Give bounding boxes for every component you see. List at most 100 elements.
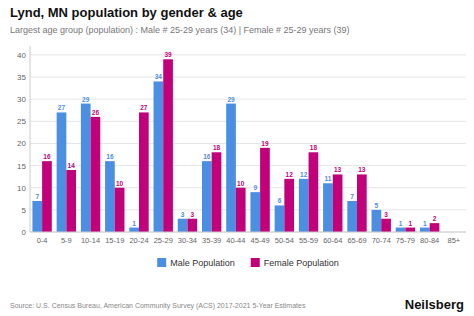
- bar: [260, 148, 270, 232]
- data-label: 14: [68, 162, 76, 169]
- x-tick-label: 55-59: [299, 236, 318, 245]
- data-label: 39: [164, 51, 172, 58]
- bar: [420, 228, 430, 232]
- legend: Male Population Female Population: [157, 258, 339, 268]
- bar: [396, 228, 406, 232]
- data-label: 6: [278, 197, 282, 204]
- data-label: 2: [433, 215, 437, 222]
- x-tick-label: 85+: [448, 236, 461, 245]
- bar: [357, 174, 367, 232]
- bar: [405, 228, 415, 232]
- bar: [32, 201, 42, 232]
- data-label: 27: [58, 104, 66, 111]
- x-tick-label: 50-54: [275, 236, 294, 245]
- bar: [372, 210, 382, 232]
- bar: [42, 161, 52, 232]
- data-label: 9: [253, 184, 257, 191]
- data-label: 5: [375, 202, 379, 209]
- bar: [105, 161, 115, 232]
- data-label: 13: [334, 166, 342, 173]
- bar: [81, 104, 91, 232]
- bar: [226, 104, 236, 232]
- grid-line: [30, 99, 466, 100]
- data-label: 12: [300, 171, 308, 178]
- bar: [91, 117, 101, 232]
- legend-label: Female Population: [264, 258, 339, 268]
- bar: [309, 152, 319, 232]
- bar: [163, 59, 173, 232]
- bar: [212, 152, 222, 232]
- data-label: 34: [155, 73, 163, 80]
- x-tick-label: 65-69: [347, 236, 366, 245]
- bar: [430, 223, 440, 232]
- bar: [275, 205, 285, 232]
- y-tick-label: 0: [22, 228, 27, 237]
- y-axis-line: [30, 46, 31, 232]
- data-label: 10: [116, 180, 124, 187]
- x-tick-label: 60-64: [323, 236, 342, 245]
- data-labels: 7272916134316299612117511161426102739318…: [35, 51, 436, 226]
- y-tick-label: 20: [17, 139, 26, 148]
- bar: [139, 112, 149, 232]
- data-label: 19: [261, 140, 269, 147]
- bar: [154, 81, 164, 232]
- data-label: 16: [106, 153, 114, 160]
- bar: [178, 219, 188, 232]
- data-label: 1: [423, 220, 427, 227]
- data-label: 7: [35, 193, 39, 200]
- bar: [236, 188, 246, 232]
- legend-swatch: [157, 258, 166, 267]
- x-tick-label: 70-74: [372, 236, 391, 245]
- data-label: 3: [181, 211, 185, 218]
- bar: [57, 112, 67, 232]
- data-label: 1: [132, 220, 136, 227]
- data-label: 29: [227, 96, 235, 103]
- brand: Neilsberg: [405, 297, 464, 312]
- grid-line: [30, 77, 466, 78]
- y-tick-label: 25: [17, 117, 26, 126]
- x-tick-label: 5-9: [61, 236, 72, 245]
- legend-label: Male Population: [170, 258, 235, 268]
- data-label: 7: [350, 193, 354, 200]
- legend-swatch: [251, 258, 260, 267]
- x-tick-label: 35-39: [202, 236, 221, 245]
- data-label: 3: [190, 211, 194, 218]
- bars: [32, 59, 439, 232]
- data-label: 18: [310, 144, 318, 151]
- bar: [187, 219, 197, 232]
- data-label: 29: [82, 96, 90, 103]
- bar: [66, 170, 76, 232]
- data-label: 27: [140, 104, 148, 111]
- bar: [115, 188, 125, 232]
- bar: [333, 174, 343, 232]
- bar: [299, 179, 309, 232]
- data-label: 16: [43, 153, 51, 160]
- data-label: 16: [203, 153, 211, 160]
- bar: [347, 201, 357, 232]
- x-tick-label: 45-49: [251, 236, 270, 245]
- bar: [250, 192, 260, 232]
- x-tick-label: 0-4: [37, 236, 48, 245]
- data-label: 1: [399, 220, 403, 227]
- x-tick-label: 20-24: [129, 236, 148, 245]
- grid-line: [30, 54, 466, 55]
- data-label: 11: [324, 175, 331, 182]
- data-label: 12: [286, 171, 294, 178]
- bar: [129, 228, 139, 232]
- bar: [284, 179, 294, 232]
- bar: [202, 161, 212, 232]
- y-tick-label: 35: [17, 73, 26, 82]
- y-tick-label: 5: [22, 206, 27, 215]
- bar: [323, 183, 333, 232]
- y-tick-label: 40: [17, 51, 26, 60]
- y-tick-label: 30: [17, 95, 26, 104]
- y-tick-label: 15: [17, 162, 26, 171]
- x-tick-label: 75-79: [396, 236, 415, 245]
- x-tick-label: 10-14: [81, 236, 100, 245]
- x-tick-label: 40-44: [226, 236, 245, 245]
- data-label: 26: [92, 109, 100, 116]
- data-label: 13: [358, 166, 366, 173]
- x-tick-label: 30-34: [178, 236, 197, 245]
- x-tick-label: 80-84: [420, 236, 439, 245]
- source: Source: U.S. Census Bureau, American Com…: [10, 302, 306, 310]
